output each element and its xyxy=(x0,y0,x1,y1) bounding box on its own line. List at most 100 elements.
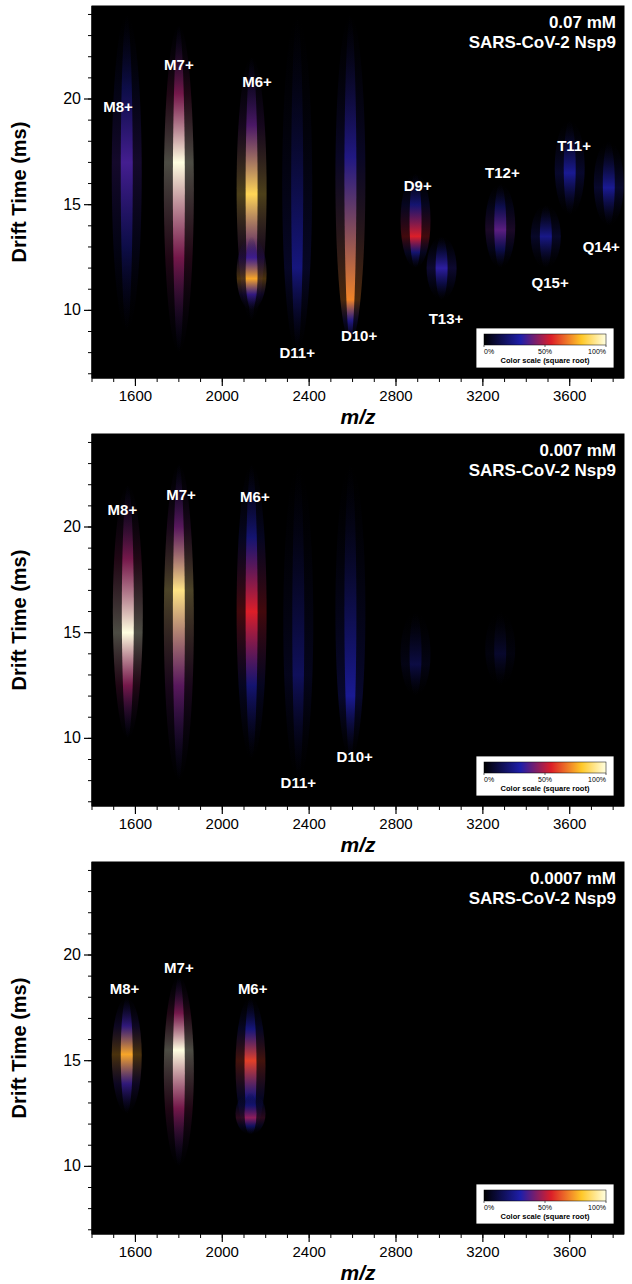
y-tick-label: 15 xyxy=(63,1052,81,1069)
x-axis-line xyxy=(92,1233,624,1234)
peak-label: M6+ xyxy=(242,73,272,90)
x-tick-label: 2400 xyxy=(292,815,325,832)
peak-glow xyxy=(237,57,267,321)
color-bar-box xyxy=(476,1184,614,1224)
x-minor-tick xyxy=(526,1234,527,1238)
peak xyxy=(344,14,356,342)
peak-label: M8+ xyxy=(108,501,138,518)
y-minor-tick xyxy=(88,717,92,718)
peak xyxy=(122,485,134,739)
x-tick xyxy=(395,806,396,814)
peak-glow xyxy=(112,14,142,331)
x-axis-title: m/z xyxy=(340,1261,376,1284)
y-tick xyxy=(84,632,92,633)
x-tick xyxy=(222,806,223,814)
peak xyxy=(344,464,356,760)
subtitle: SARS-CoV-2 Nsp9 xyxy=(469,33,616,52)
plot-background xyxy=(92,862,624,1234)
y-minor-tick xyxy=(88,289,92,290)
x-minor-tick xyxy=(461,806,462,810)
peak-label: T13+ xyxy=(429,310,464,327)
x-minor-tick xyxy=(374,806,375,810)
x-minor-tick xyxy=(504,806,505,810)
peak-label: M8+ xyxy=(103,98,133,115)
peak-glow xyxy=(164,464,194,781)
color-bar-tick-label: 100% xyxy=(588,348,606,355)
x-minor-tick xyxy=(591,806,592,810)
x-tick-label: 2800 xyxy=(379,1243,412,1260)
title: 0.007 mM xyxy=(539,441,616,460)
y-minor-tick xyxy=(88,352,92,353)
peak-label: Q15+ xyxy=(532,274,569,291)
peak-glow xyxy=(164,25,194,353)
color-bar-tick xyxy=(606,773,607,775)
x-minor-tick xyxy=(92,1234,93,1238)
y-tick xyxy=(84,526,92,527)
peak xyxy=(540,205,552,268)
peak-glow xyxy=(427,236,457,299)
y-minor-tick xyxy=(88,331,92,332)
x-minor-tick xyxy=(113,806,114,810)
peak-glow xyxy=(485,184,515,269)
color-bar-scale xyxy=(484,1190,606,1201)
x-minor-tick xyxy=(439,1234,440,1238)
peak-glow xyxy=(401,612,431,697)
x-minor-tick xyxy=(352,806,353,810)
y-minor-tick xyxy=(88,1081,92,1082)
y-minor-tick xyxy=(88,1187,92,1188)
x-axis-line xyxy=(92,377,624,378)
peak xyxy=(246,236,258,310)
x-minor-tick xyxy=(352,378,353,382)
color-bar-tick xyxy=(606,1201,607,1203)
color-bar: 0%50%100%Color scale (square root) xyxy=(476,1184,614,1224)
x-minor-tick xyxy=(265,1234,266,1238)
peak-glow xyxy=(237,236,267,310)
peak-glow xyxy=(113,485,143,739)
y-tick-label: 10 xyxy=(63,1157,81,1174)
peak xyxy=(245,1092,257,1134)
y-tick xyxy=(84,204,92,205)
peak xyxy=(173,25,185,353)
marks xyxy=(112,976,266,1166)
y-tick xyxy=(84,738,92,739)
x-minor-tick xyxy=(374,1234,375,1238)
y-minor-tick xyxy=(88,590,92,591)
y-minor-tick xyxy=(88,611,92,612)
y-minor-tick xyxy=(88,268,92,269)
x-tick-label: 2000 xyxy=(206,387,239,404)
color-bar-tick xyxy=(484,1201,485,1203)
y-minor-tick xyxy=(88,14,92,15)
peak xyxy=(291,14,303,352)
y-minor-tick xyxy=(88,1039,92,1040)
color-bar-tick-label: 50% xyxy=(538,348,552,355)
x-tick-label: 2800 xyxy=(379,815,412,832)
y-minor-tick xyxy=(88,183,92,184)
peak-glow xyxy=(282,14,312,352)
peak xyxy=(121,14,133,331)
x-tick-label: 3600 xyxy=(553,815,586,832)
y-minor-tick xyxy=(88,696,92,697)
peak-label: Q14+ xyxy=(583,238,620,255)
x-minor-tick xyxy=(548,806,549,810)
y-minor-tick xyxy=(88,463,92,464)
y-tick xyxy=(84,1166,92,1167)
color-bar-box xyxy=(476,756,614,796)
x-axis-line xyxy=(92,805,624,806)
subtitle: SARS-CoV-2 Nsp9 xyxy=(469,889,616,908)
peak xyxy=(410,612,422,697)
x-tick xyxy=(569,1234,570,1242)
x-minor-tick xyxy=(265,378,266,382)
peak-label: T12+ xyxy=(485,164,520,181)
color-bar-box xyxy=(476,328,614,368)
x-minor-tick xyxy=(526,378,527,382)
x-minor-tick xyxy=(200,378,201,382)
x-minor-tick xyxy=(548,1234,549,1238)
y-tick xyxy=(84,98,92,99)
y-minor-tick xyxy=(88,1208,92,1209)
panel: 160020002400280032003600101520m/zDrift T… xyxy=(8,862,624,1284)
y-minor-tick xyxy=(88,442,92,443)
x-minor-tick xyxy=(200,806,201,810)
x-minor-tick xyxy=(461,378,462,382)
x-tick xyxy=(135,806,136,814)
peak-label: M8+ xyxy=(110,980,140,997)
